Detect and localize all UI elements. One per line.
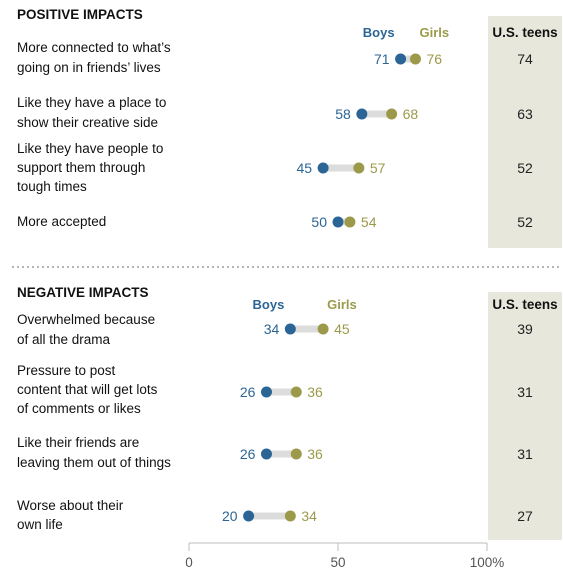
value-girls-1-4: 54	[361, 214, 377, 230]
value-boys-1-4: 50	[311, 214, 327, 230]
dot-boys-2-1	[284, 323, 296, 335]
row-label-1-1-1: More connected to what’s	[17, 40, 171, 55]
dot-boys-1-1	[395, 53, 407, 65]
row-label-1-2-1: Like they have a place to	[17, 95, 166, 110]
row-label-1-3-2: support them through	[17, 160, 145, 175]
row-label-1-2-2: show their creative side	[17, 115, 158, 130]
row-label-2-3-2: leaving them out of things	[17, 455, 171, 470]
row-label-2-2-3: of comments or likes	[17, 401, 141, 416]
dot-boys-1-4	[332, 216, 344, 228]
value-girls-2-1: 45	[334, 321, 350, 337]
dot-boys-2-4	[243, 510, 255, 522]
dot-girls-1-3	[353, 162, 365, 174]
dot-girls-2-3	[290, 448, 302, 460]
section-title-1: POSITIVE IMPACTS	[17, 7, 143, 22]
legend-boys-2: Boys	[253, 297, 285, 312]
dot-girls-2-4	[284, 510, 296, 522]
value-boys-1-3: 45	[297, 160, 313, 176]
value-teens-2-2: 31	[517, 384, 533, 400]
x-axis-tick-label-1: 0	[185, 555, 193, 570]
row-label-1-4-1: More accepted	[17, 214, 106, 229]
value-boys-2-2: 26	[240, 384, 256, 400]
x-axis-tick-label-2: 50	[330, 555, 345, 570]
dot-boys-1-2	[356, 108, 368, 120]
value-teens-2-4: 27	[517, 508, 533, 524]
value-boys-2-1: 34	[264, 321, 280, 337]
value-girls-2-2: 36	[307, 384, 323, 400]
value-boys-1-2: 58	[335, 106, 351, 122]
value-girls-2-4: 34	[301, 508, 317, 524]
row-label-2-1-1: Overwhelmed because	[17, 312, 155, 327]
dot-boys-2-3	[260, 448, 272, 460]
row-label-2-4-2: own life	[17, 517, 63, 532]
value-girls-2-3: 36	[307, 446, 323, 462]
value-teens-1-2: 63	[517, 106, 533, 122]
legend-girls-1: Girls	[419, 25, 449, 40]
value-teens-1-3: 52	[517, 160, 533, 176]
section-title-2: NEGATIVE IMPACTS	[17, 285, 149, 300]
value-girls-1-3: 57	[370, 160, 386, 176]
row-label-2-2-1: Pressure to post	[17, 363, 116, 378]
row-label-1-3-1: Like they have people to	[17, 141, 163, 156]
value-boys-2-4: 20	[222, 508, 238, 524]
legend-girls-2: Girls	[327, 297, 357, 312]
teens-column-bg-2	[488, 292, 562, 540]
row-label-1-3-3: tough times	[17, 179, 87, 194]
value-girls-1-2: 68	[403, 106, 419, 122]
dot-girls-1-2	[386, 108, 398, 120]
dot-girls-2-2	[290, 386, 302, 398]
value-teens-1-4: 52	[517, 214, 533, 230]
teens-column-bg-1	[488, 16, 562, 248]
row-label-2-3-1: Like their friends are	[17, 435, 139, 450]
teens-column-header-2: U.S. teens	[492, 297, 557, 312]
row-label-2-2-2: content that will get lots	[17, 382, 158, 397]
dot-girls-1-1	[409, 53, 421, 65]
dot-boys-1-3	[317, 162, 329, 174]
value-boys-2-3: 26	[240, 446, 256, 462]
value-girls-1-1: 76	[426, 51, 442, 67]
value-boys-1-1: 71	[374, 51, 390, 67]
legend-boys-1: Boys	[363, 25, 395, 40]
value-teens-2-3: 31	[517, 446, 533, 462]
row-label-2-1-2: of all the drama	[17, 332, 111, 347]
row-label-2-4-1: Worse about their	[17, 498, 124, 513]
teens-column-header-1: U.S. teens	[492, 25, 557, 40]
row-label-1-1-2: going on in friends’ lives	[17, 60, 161, 75]
dot-girls-2-1	[317, 323, 329, 335]
x-axis-tick-label-3: 100%	[470, 555, 505, 570]
value-teens-1-1: 74	[517, 51, 533, 67]
dot-boys-2-2	[260, 386, 272, 398]
value-teens-2-1: 39	[517, 321, 533, 337]
dot-girls-1-4	[344, 216, 356, 228]
